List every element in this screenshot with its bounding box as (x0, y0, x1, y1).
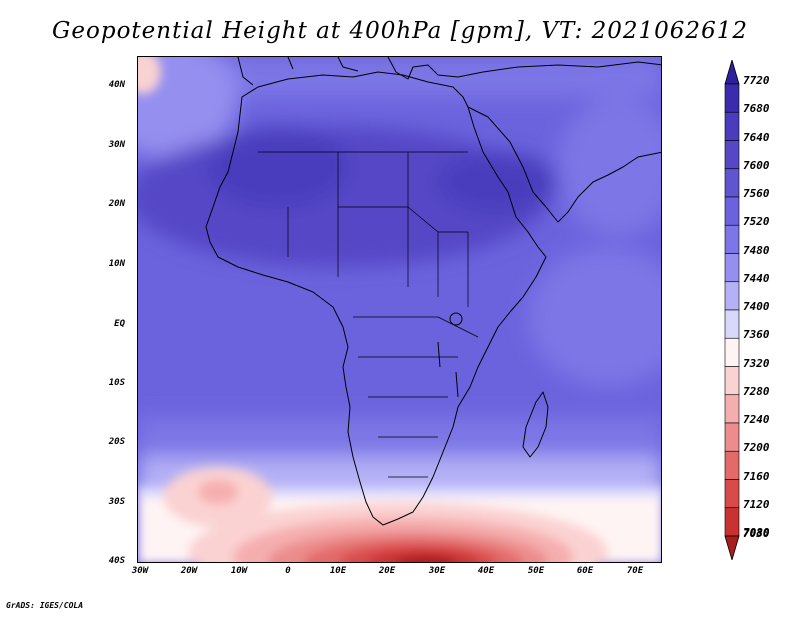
colorbar-label: 7080 (743, 526, 770, 539)
colorbar-label: 7240 (743, 413, 770, 426)
lon-label-0: 0 (285, 566, 291, 576)
country-borders (258, 151, 479, 478)
field-sahara-core-west (208, 127, 348, 207)
lat-label-10s: 10S (108, 378, 125, 388)
colorbar-label: 7200 (743, 441, 770, 455)
colorbar-label: 7440 (743, 271, 770, 285)
colorbar-label: 7480 (743, 243, 770, 257)
field-northwest-light (138, 57, 238, 157)
colorbar-label: 7360 (743, 328, 770, 342)
colorbar-label: 7680 (743, 102, 770, 116)
map-panel (137, 56, 662, 563)
colorbar (724, 60, 740, 560)
lon-label-30w: 30W (131, 566, 149, 576)
colorbar-top-arrow (724, 60, 740, 85)
lon-label-40e: 40E (477, 566, 495, 576)
colorbar-label: 7120 (743, 497, 770, 511)
lon-label-10w: 10W (230, 566, 248, 576)
colorbar-segment (724, 450, 740, 480)
colorbar-label: 7720 (743, 74, 770, 87)
lat-label-20s: 20S (108, 437, 125, 447)
lake-malawi (455, 371, 459, 398)
colorbar-label: 7400 (743, 300, 770, 313)
lat-label-30s: 30S (108, 497, 125, 507)
colorbar-label: 7560 (743, 187, 770, 200)
field-southern-low-core (396, 556, 456, 562)
colorbar-label: 7520 (743, 215, 770, 229)
africa-coastline (205, 71, 547, 526)
colorbar-segment (724, 281, 740, 311)
colorbar-label: 7600 (743, 158, 770, 172)
lon-label-30e: 30E (428, 566, 446, 576)
lat-label-30n: 30N (108, 140, 125, 150)
lake-tanganyika (437, 341, 441, 368)
lake-victoria (449, 312, 463, 326)
colorbar-segment (724, 394, 740, 424)
lat-label-40n: 40N (108, 80, 125, 90)
lat-label-eq: EQ (114, 319, 125, 329)
colorbar-label: 7030 (743, 527, 770, 540)
colorbar-segment (724, 337, 740, 367)
colorbar-segment (724, 309, 740, 339)
field-nw-corner-warm (138, 57, 161, 94)
colorbar-segment (724, 366, 740, 396)
lat-label-40s: 40S (108, 556, 125, 566)
field-sahara-core-east (438, 152, 558, 212)
lon-label-60e: 60E (576, 566, 594, 576)
lon-label-20w: 20W (180, 566, 198, 576)
lat-label-10n: 10N (108, 259, 125, 269)
colorbar-segment (724, 224, 740, 254)
colorbar-label: 7280 (743, 384, 770, 398)
colorbar-bottom-arrow (724, 535, 740, 560)
field-sw-atlantic-core (198, 480, 238, 504)
colorbar-segment (724, 111, 740, 141)
lon-label-50e: 50E (527, 566, 545, 576)
colorbar-segment (724, 422, 740, 452)
colorbar-segment (724, 479, 740, 509)
madagascar-coastline (522, 391, 549, 458)
lat-label-20n: 20N (108, 199, 125, 209)
colorbar-label: 7320 (743, 356, 770, 370)
colorbar-segment (724, 253, 740, 283)
colorbar-segment (724, 507, 740, 537)
field-middle-east-light (558, 97, 661, 237)
colorbar-segment (724, 83, 740, 113)
map-title: Geopotential Height at 400hPa [gpm], VT:… (52, 18, 748, 44)
colorbar-segment (724, 168, 740, 198)
lon-label-10e: 10E (329, 566, 347, 576)
colorbar-segment (724, 196, 740, 226)
colorbar-label: 7160 (743, 469, 770, 483)
geopotential-field (138, 57, 661, 562)
europe-coastline (237, 57, 661, 86)
footer-credit: GrADS: IGES/COLA (6, 601, 84, 610)
arabia-coastline (467, 106, 661, 223)
lon-label-20e: 20E (378, 566, 396, 576)
field-southern-low-6 (368, 550, 478, 562)
colorbar-label: 7640 (743, 130, 770, 144)
colorbar-segment (724, 140, 740, 170)
lon-label-70e: 70E (626, 566, 644, 576)
field-indian-ocean-light (528, 247, 661, 387)
